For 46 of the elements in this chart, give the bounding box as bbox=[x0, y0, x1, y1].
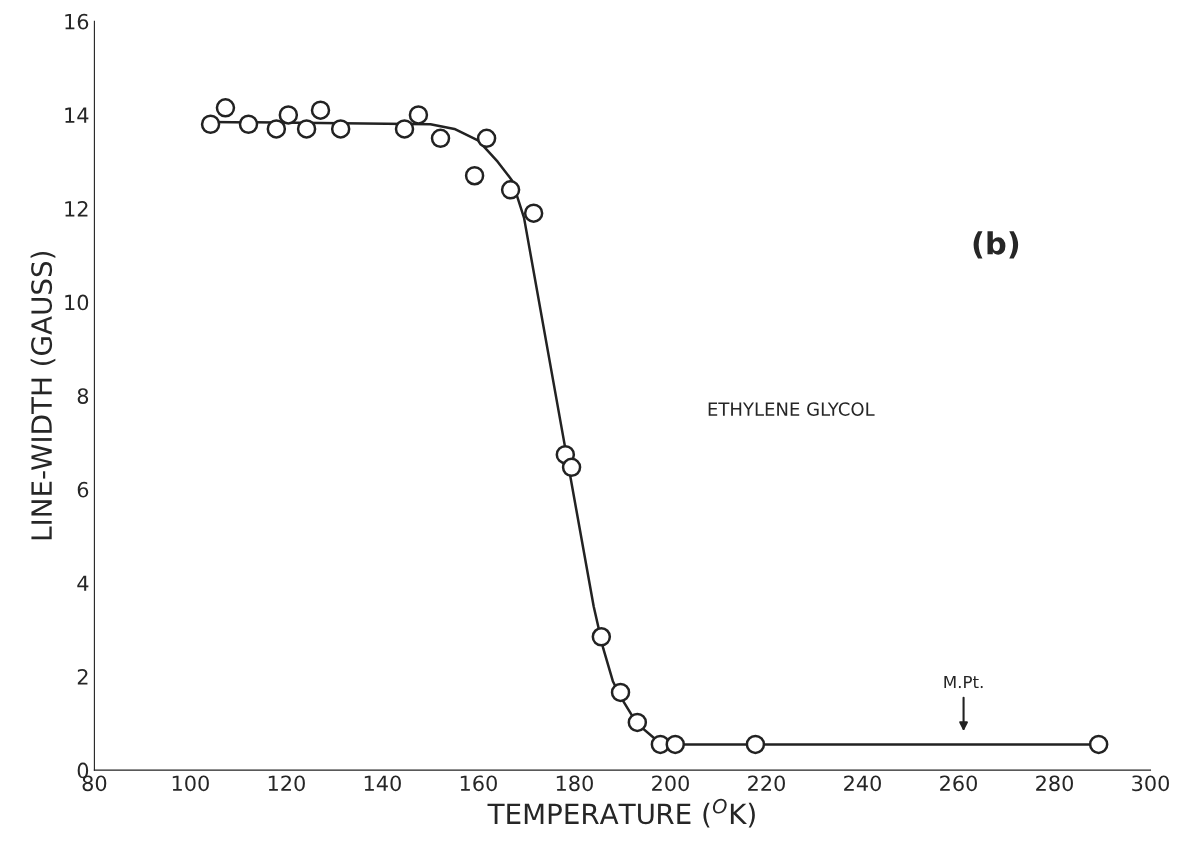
point bbox=[394, 119, 415, 139]
point bbox=[278, 105, 299, 125]
point bbox=[591, 627, 612, 647]
y-axis-title: LINE-WIDTH (GAUSS) bbox=[30, 251, 56, 540]
point bbox=[523, 203, 544, 223]
point bbox=[296, 119, 317, 139]
point bbox=[215, 98, 236, 118]
x-tick-label: 240 bbox=[844, 775, 881, 792]
x-tick-label: 160 bbox=[460, 775, 497, 792]
point bbox=[561, 457, 582, 478]
y-tick-label: 16 bbox=[65, 13, 89, 30]
x-axis-title: TEMPERATURE ($^{O}$K) bbox=[487, 798, 755, 828]
point bbox=[665, 734, 686, 755]
y-tick-label: 4 bbox=[77, 575, 89, 591]
x-tick-label: 180 bbox=[556, 775, 593, 792]
point bbox=[430, 128, 451, 149]
x-tick-label: 300 bbox=[1132, 775, 1169, 792]
x-tick-label: 140 bbox=[364, 775, 401, 792]
point bbox=[330, 119, 351, 139]
x-tick-label: 260 bbox=[940, 775, 977, 792]
y-tick-label: 10 bbox=[65, 294, 89, 311]
x-tick-label: 220 bbox=[748, 775, 785, 792]
y-tick-label: 14 bbox=[65, 107, 89, 123]
point bbox=[238, 114, 259, 134]
point bbox=[745, 734, 766, 755]
point bbox=[476, 128, 497, 149]
y-tick-label: 2 bbox=[77, 669, 88, 685]
y-tick-label: 8 bbox=[77, 388, 89, 404]
point bbox=[610, 682, 631, 703]
x-tick-label: 200 bbox=[652, 775, 689, 792]
point bbox=[500, 180, 521, 200]
x-tick-label: 280 bbox=[1036, 775, 1073, 792]
point bbox=[266, 119, 287, 139]
x-tick-label: 120 bbox=[268, 775, 305, 792]
annotation: ETHYLENE GLYCOL bbox=[708, 402, 875, 416]
point bbox=[408, 105, 429, 125]
x-tick-label: 100 bbox=[172, 775, 209, 792]
y-tick-label: 12 bbox=[65, 200, 88, 217]
point bbox=[1088, 734, 1109, 755]
y-tick-label: 6 bbox=[77, 481, 89, 498]
point bbox=[627, 712, 648, 733]
annotation: (b) bbox=[973, 231, 1019, 259]
point bbox=[310, 100, 331, 120]
point bbox=[464, 165, 485, 186]
annotation: M.Pt. bbox=[944, 675, 983, 689]
point bbox=[200, 114, 221, 134]
